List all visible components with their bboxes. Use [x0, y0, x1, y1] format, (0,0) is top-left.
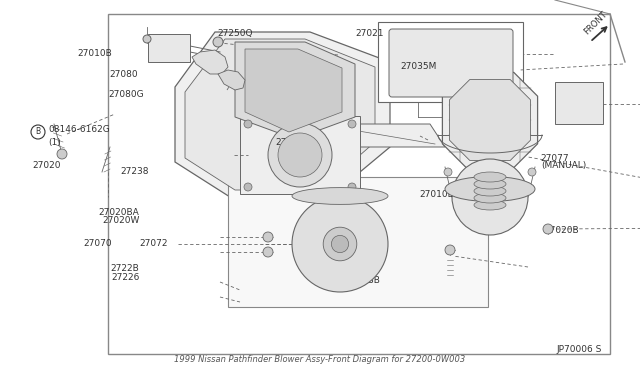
Text: (MANUAL): (MANUAL) [541, 161, 586, 170]
Bar [378, 22, 523, 102]
Text: 27020BA: 27020BA [99, 208, 140, 217]
Ellipse shape [474, 200, 506, 210]
Circle shape [244, 183, 252, 191]
Ellipse shape [474, 172, 506, 182]
Circle shape [244, 120, 252, 128]
Text: 1999 Nissan Pathfinder Blower Assy-Front Diagram for 27200-0W003: 1999 Nissan Pathfinder Blower Assy-Front… [174, 355, 466, 364]
Circle shape [543, 224, 553, 234]
Circle shape [528, 168, 536, 176]
Circle shape [348, 120, 356, 128]
Text: 27226: 27226 [111, 273, 140, 282]
Text: B: B [35, 128, 40, 137]
Ellipse shape [292, 187, 388, 204]
Circle shape [213, 37, 223, 47]
Text: 27077: 27077 [541, 154, 570, 163]
Polygon shape [192, 50, 228, 74]
Circle shape [263, 232, 273, 242]
Text: 27238: 27238 [120, 167, 148, 176]
Polygon shape [175, 32, 390, 197]
Text: 27245P: 27245P [275, 138, 309, 147]
Circle shape [278, 133, 322, 177]
Circle shape [268, 123, 332, 187]
Text: 27020: 27020 [32, 161, 61, 170]
Text: 27020B: 27020B [544, 226, 579, 235]
Circle shape [332, 235, 349, 253]
Polygon shape [245, 49, 342, 132]
Ellipse shape [445, 176, 535, 202]
Polygon shape [325, 124, 445, 147]
Text: 27070: 27070 [83, 239, 112, 248]
Polygon shape [442, 73, 538, 168]
Bar [240, 116, 360, 194]
Text: 2722B: 2722B [111, 264, 140, 273]
Text: 27021: 27021 [355, 29, 384, 38]
Ellipse shape [474, 186, 506, 196]
Text: 27250Q: 27250Q [218, 29, 253, 38]
Circle shape [323, 227, 357, 261]
Circle shape [348, 183, 356, 191]
Ellipse shape [474, 193, 506, 203]
Text: 27010B: 27010B [77, 49, 112, 58]
Text: 08146-6162G: 08146-6162G [48, 125, 109, 135]
Bar [148, 34, 190, 62]
Text: 27080: 27080 [109, 70, 138, 79]
Circle shape [263, 247, 273, 257]
Circle shape [292, 196, 388, 292]
FancyBboxPatch shape [389, 29, 513, 97]
Text: (1): (1) [48, 138, 61, 147]
Text: 27035M: 27035M [400, 62, 436, 71]
Text: 27010BA: 27010BA [419, 190, 460, 199]
Circle shape [445, 245, 455, 255]
Circle shape [452, 159, 528, 235]
Text: 27072: 27072 [140, 239, 168, 248]
Text: 27010BB: 27010BB [339, 276, 380, 285]
Circle shape [444, 168, 452, 176]
Text: JP70006 S: JP70006 S [557, 345, 602, 354]
Circle shape [31, 125, 45, 139]
Bar [108, 14, 610, 354]
Polygon shape [235, 42, 355, 139]
Circle shape [143, 35, 151, 43]
Polygon shape [185, 39, 375, 190]
Circle shape [57, 149, 67, 159]
Text: 27020W: 27020W [102, 216, 140, 225]
Polygon shape [449, 80, 531, 160]
Bar [228, 177, 488, 307]
Text: FRONT: FRONT [582, 9, 609, 36]
Ellipse shape [474, 179, 506, 189]
Text: 27080G: 27080G [108, 90, 144, 99]
Bar [555, 82, 603, 124]
Polygon shape [218, 70, 245, 90]
